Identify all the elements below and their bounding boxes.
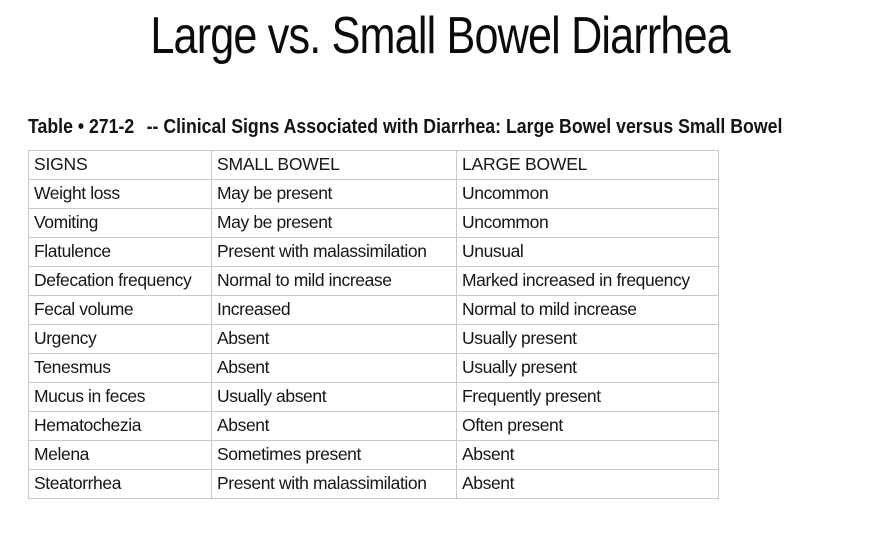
table-row: Vomiting May be present Uncommon: [28, 208, 719, 238]
table-cell: Marked increased in frequency: [456, 266, 719, 296]
table-cell: Mucus in feces: [28, 382, 212, 412]
table-cell: May be present: [211, 179, 457, 209]
table-header-cell: LARGE BOWEL: [456, 150, 719, 180]
page-title: Large vs. Small Bowel Diarrhea: [0, 6, 880, 66]
table-cell: Defecation frequency: [28, 266, 212, 296]
table-cell: Frequently present: [456, 382, 719, 412]
table-cell: Uncommon: [456, 179, 719, 209]
table-row: Hematochezia Absent Often present: [28, 411, 719, 441]
table-cell: Normal to mild increase: [456, 295, 719, 325]
table-cell: Hematochezia: [28, 411, 212, 441]
table-cell: Usually present: [456, 324, 719, 354]
table-cell: Flatulence: [28, 237, 212, 267]
table-row: Urgency Absent Usually present: [28, 324, 719, 354]
table-cell: May be present: [211, 208, 457, 238]
table-cell: Normal to mild increase: [211, 266, 457, 296]
table-cell: Vomiting: [28, 208, 212, 238]
table-cell: Absent: [211, 411, 457, 441]
table-cell: Melena: [28, 440, 212, 470]
table-cell: Urgency: [28, 324, 212, 354]
table-cell: Absent: [211, 353, 457, 383]
table-cell: Uncommon: [456, 208, 719, 238]
table-cell: Tenesmus: [28, 353, 212, 383]
table-header-cell: SMALL BOWEL: [211, 150, 457, 180]
table-cell: Absent: [456, 440, 719, 470]
table-caption-number: Table • 271-2: [28, 116, 135, 138]
table-row: Mucus in feces Usually absent Frequently p…: [28, 382, 719, 412]
clinical-signs-table: SIGNS SMALL BOWEL LARGE BOWEL Weight loss M…: [28, 150, 719, 499]
table-cell: Absent: [211, 324, 457, 354]
table-header-row: SIGNS SMALL BOWEL LARGE BOWEL: [28, 150, 719, 180]
table-caption: Table • 271-2 -- Clinical Signs Associate…: [28, 116, 878, 139]
table-row: Defecation frequency Normal to mild incre…: [28, 266, 719, 296]
table-cell: Fecal volume: [28, 295, 212, 325]
table-cell: Often present: [456, 411, 719, 441]
table-row: Fecal volume Increased Normal to mild incr…: [28, 295, 719, 325]
table-cell: Unusual: [456, 237, 719, 267]
table-row: Weight loss May be present Uncommon: [28, 179, 719, 209]
table-row: Tenesmus Absent Usually present: [28, 353, 719, 383]
table-cell: Absent: [456, 469, 719, 499]
table-cell: Usually absent: [211, 382, 457, 412]
table-cell: Steatorrhea: [28, 469, 212, 499]
table-cell: Present with malassimilation: [211, 237, 457, 267]
table-header-cell: SIGNS: [28, 150, 212, 180]
table-cell: Increased: [211, 295, 457, 325]
table-row: Steatorrhea Present with malassimilation A…: [28, 469, 719, 499]
table-cell: Sometimes present: [211, 440, 457, 470]
table-row: Melena Sometimes present Absent: [28, 440, 719, 470]
table-cell: Weight loss: [28, 179, 212, 209]
table-cell: Present with malassimilation: [211, 469, 457, 499]
table-cell: Usually present: [456, 353, 719, 383]
table-caption-text: -- Clinical Signs Associated with Diarrh…: [146, 116, 783, 138]
table-row: Flatulence Present with malassimilation Un…: [28, 237, 719, 267]
page-title-text: Large vs. Small Bowel Diarrhea: [150, 7, 730, 65]
